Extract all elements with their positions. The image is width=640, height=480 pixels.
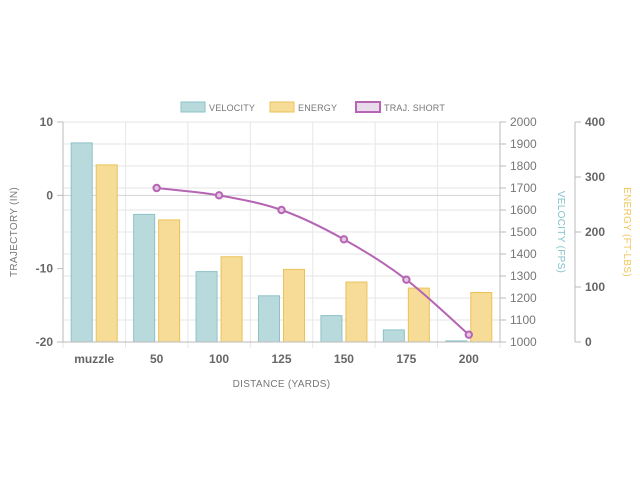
trajectory-point xyxy=(402,275,411,284)
trajectory-point xyxy=(464,330,473,339)
trajectory-tick-label: -10 xyxy=(36,262,54,276)
velocitybar xyxy=(258,295,280,343)
velocity-tick-label: 1100 xyxy=(510,313,536,327)
x-tick-label: muzzle xyxy=(74,352,114,366)
energybar xyxy=(283,268,305,343)
energy-tick-label: 200 xyxy=(585,225,605,239)
x-tick-label: 200 xyxy=(459,352,479,366)
legend-swatch-energy xyxy=(269,101,295,113)
x-tick-label: 100 xyxy=(209,352,229,366)
energybar xyxy=(470,292,493,343)
trajectory-line xyxy=(152,183,473,339)
velocity-tick-label: 1300 xyxy=(510,269,537,283)
energybar xyxy=(95,164,118,343)
legend-label: TRAJ. SHORT xyxy=(384,103,445,113)
velocity-tick-label: 1400 xyxy=(510,247,537,261)
trajectory-point xyxy=(214,191,224,200)
x-tick-label: 50 xyxy=(150,352,164,366)
velocity-tick-label: 1900 xyxy=(510,137,537,151)
energy-tick-label: 0 xyxy=(585,335,592,349)
velocity-tick-label: 1800 xyxy=(510,159,537,173)
velocity-tick-label: 1700 xyxy=(510,181,537,195)
velocitybar xyxy=(133,213,156,343)
energybar xyxy=(220,256,243,343)
legend: VELOCITY ENERGY TRAJ. SHORT xyxy=(180,101,445,113)
velocitybar xyxy=(195,271,218,343)
velocity-tick-label: 1200 xyxy=(510,291,537,305)
energy-tick-label: 300 xyxy=(585,170,605,184)
trajectory-point xyxy=(277,205,286,215)
x-axis-title: DISTANCE (YARDS) xyxy=(233,379,331,390)
energybar xyxy=(158,219,181,343)
velocity-tick-label: 1500 xyxy=(510,225,537,239)
x-tick-label: 150 xyxy=(334,352,354,366)
trajectory-axis-title: TRAJECTORY (IN) xyxy=(9,187,20,277)
x-tick-label: 125 xyxy=(271,352,291,366)
energy-tick-label: 400 xyxy=(585,115,605,129)
energy-tick-label: 100 xyxy=(585,280,605,294)
velocity-tick-label: 2000 xyxy=(510,115,537,129)
legend-label: ENERGY xyxy=(298,103,337,113)
energy-axis-title: ENERGY (FT-LBS) xyxy=(621,187,632,277)
velocitybar xyxy=(320,315,343,343)
velocity-tick-label: 1000 xyxy=(510,335,537,349)
trajectory-point xyxy=(339,235,349,244)
velocity-tick-label: 1600 xyxy=(510,203,537,217)
trajectory-point xyxy=(152,183,161,193)
velocity-axis-title: VELOCITY (FPS) xyxy=(555,191,566,273)
x-tick-label: 175 xyxy=(396,352,416,366)
trajectory-tick-label: -20 xyxy=(36,335,54,349)
bar-series xyxy=(70,142,493,343)
legend-swatch-velocity xyxy=(180,101,206,113)
legend-swatch-trajectory xyxy=(355,101,381,113)
velocitybar xyxy=(382,329,405,343)
trajectory-tick-label: 10 xyxy=(40,115,54,129)
energybar xyxy=(345,281,368,343)
velocitybar xyxy=(70,142,93,343)
legend-label: VELOCITY xyxy=(209,103,255,113)
trajectory-tick-label: 0 xyxy=(46,188,53,202)
